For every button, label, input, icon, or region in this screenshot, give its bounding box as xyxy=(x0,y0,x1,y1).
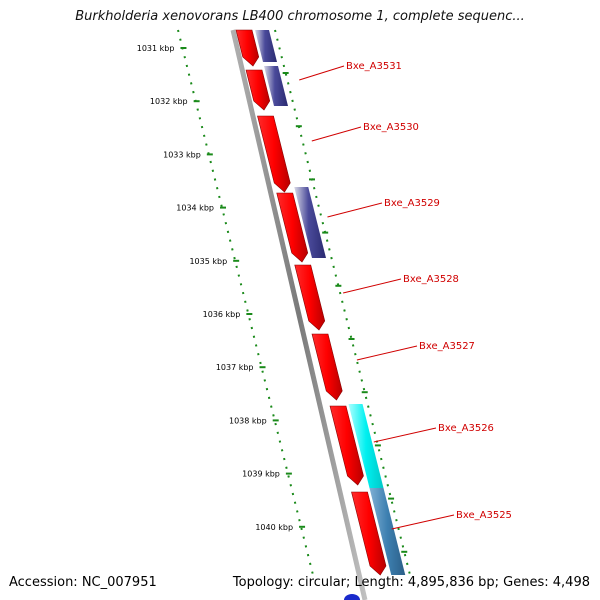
scale-label: 1037 kbp xyxy=(216,363,254,372)
outer-ticks xyxy=(282,72,408,553)
label-leader xyxy=(356,345,418,361)
scale-label: 1035 kbp xyxy=(189,257,227,266)
blast-hit xyxy=(255,30,277,62)
gene-label[interactable]: Bxe_A3529 xyxy=(384,198,440,209)
label-leader xyxy=(391,514,455,530)
scale-label: 1039 kbp xyxy=(242,470,280,479)
blast-hit xyxy=(294,187,326,258)
blast-hit xyxy=(264,66,288,106)
gene-label[interactable]: Bxe_A3527 xyxy=(419,341,475,352)
label-leader xyxy=(342,278,402,294)
scale-track xyxy=(177,29,314,576)
gene-label[interactable]: Bxe_A3525 xyxy=(456,510,512,521)
label-leader xyxy=(299,65,345,81)
accession-text: Accession: NC_007951 xyxy=(9,575,157,590)
label-leader xyxy=(373,427,437,443)
label-leader xyxy=(311,126,362,142)
cds-arrow xyxy=(294,264,326,331)
feature-track xyxy=(235,29,387,576)
cds-arrow xyxy=(351,491,387,576)
blast-hit xyxy=(369,488,406,575)
blast-track xyxy=(255,30,406,575)
cds-arrow xyxy=(329,405,364,486)
outer-track xyxy=(274,29,411,576)
cds-arrow xyxy=(245,69,271,111)
gene-label[interactable]: Bxe_A3526 xyxy=(438,423,494,434)
label-leader xyxy=(327,202,383,218)
genome-summary-text: Topology: circular; Length: 4,895,836 bp… xyxy=(232,575,590,590)
scale-label: 1032 kbp xyxy=(150,97,188,106)
scale-label: 1034 kbp xyxy=(176,204,214,213)
scale-label: 1036 kbp xyxy=(203,310,241,319)
gene-label[interactable]: Bxe_A3531 xyxy=(346,61,402,72)
cds-arrow xyxy=(276,192,309,263)
cds-arrow xyxy=(311,333,343,401)
scale-label: 1031 kbp xyxy=(137,44,175,53)
scale-label: 1038 kbp xyxy=(229,416,267,425)
bottom-feature xyxy=(344,594,360,600)
cds-arrow xyxy=(235,29,260,67)
gene-labels: Bxe_A3531 Bxe_A3530 Bxe_A3529 Bxe_A3528 Bxe_… xyxy=(346,61,512,521)
gene-label[interactable]: Bxe_A3530 xyxy=(363,122,419,133)
scale-label: 1040 kbp xyxy=(255,523,293,532)
blast-hit xyxy=(348,404,384,488)
cds-arrow xyxy=(257,115,291,193)
map-title: Burkholderia xenovorans LB400 chromosome… xyxy=(75,9,525,24)
scale-label: 1033 kbp xyxy=(163,150,201,159)
gene-label[interactable]: Bxe_A3528 xyxy=(403,274,459,285)
scale-ticks: 1031 kbp 1032 kbp 1033 kbp 1034 kbp 1035 kbp… xyxy=(137,44,306,532)
backbone-track xyxy=(230,29,368,600)
label-leaders xyxy=(299,65,455,530)
